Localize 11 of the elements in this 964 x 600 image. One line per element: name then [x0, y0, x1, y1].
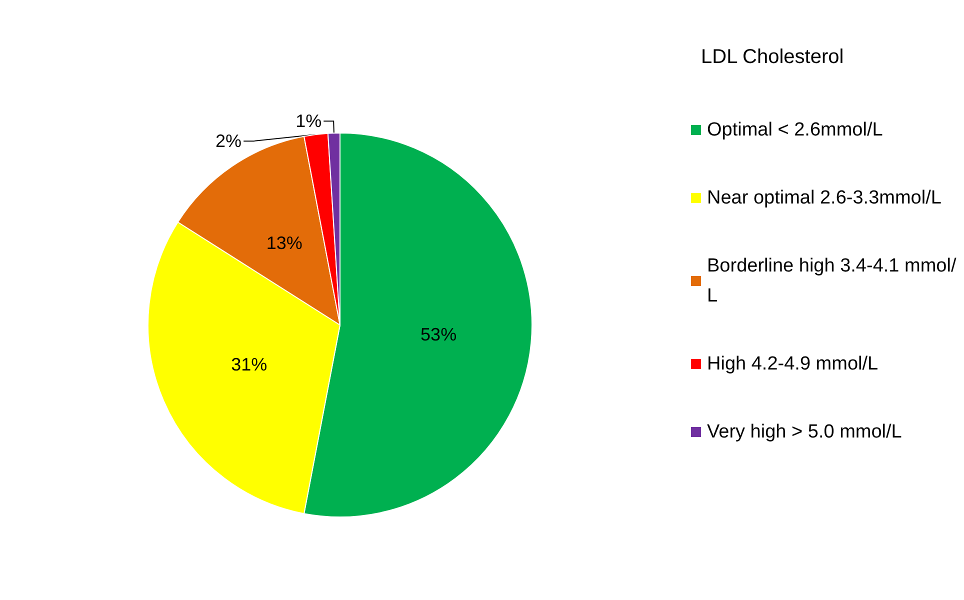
legend-label: High 4.2-4.9 mmol/L: [707, 354, 878, 374]
data-label: 13%: [266, 233, 302, 254]
legend-label: Borderline high 3.4-4.1 mmol/L: [707, 256, 957, 306]
data-label: 53%: [420, 324, 457, 344]
legend-title: LDL Cholesterol: [701, 46, 844, 68]
legend-label: Near optimal 2.6-3.3mmol/L: [707, 188, 942, 208]
legend-label: Optimal < 2.6mmol/L: [707, 120, 883, 140]
data-label: 31%: [231, 354, 268, 374]
data-label: 1%: [296, 111, 322, 132]
legend-label: Very high > 5.0 mmol/L: [707, 422, 902, 442]
data-label: 2%: [216, 131, 242, 152]
